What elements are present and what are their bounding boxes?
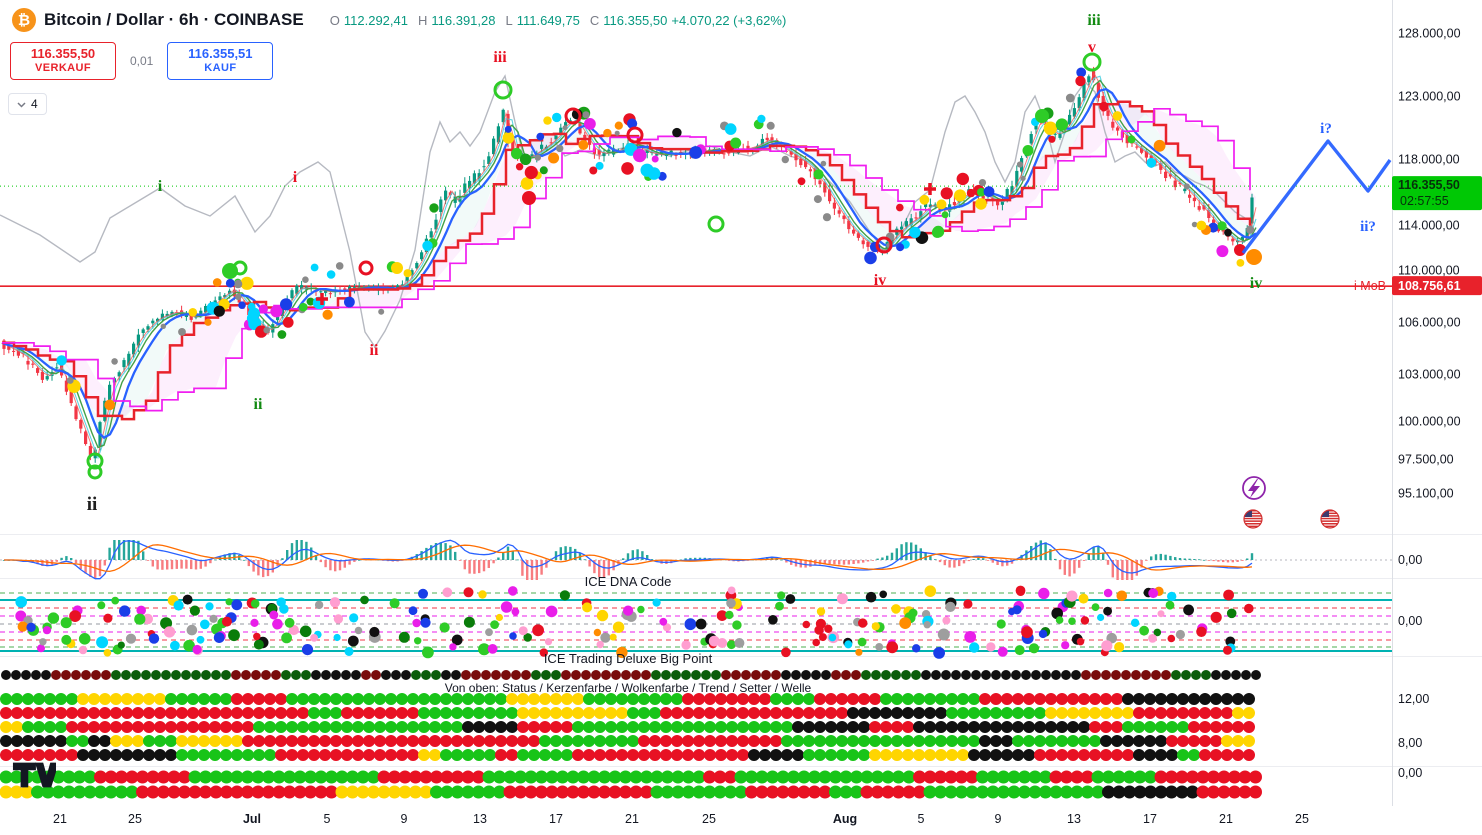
svg-text:i: i	[158, 178, 163, 195]
hidden-indicators-chip[interactable]: 4	[8, 93, 47, 115]
dna-panel	[0, 585, 1392, 659]
buy-button[interactable]: 116.355,51 KAUF	[167, 42, 274, 80]
us-flag-event-icon[interactable]	[1321, 510, 1339, 528]
price-tick-label: 103.000,00	[1398, 368, 1461, 382]
wave-projection-line[interactable]	[1241, 139, 1392, 255]
us-flag-event-icon[interactable]	[1244, 510, 1262, 528]
price-tick-label: 123.000,00	[1398, 90, 1461, 104]
time-axis-label: 21	[625, 812, 639, 826]
trade-buttons: 116.355,50 VERKAUF 0,01 116.355,51 KAUF	[10, 42, 274, 80]
time-axis-label: Aug	[832, 812, 858, 826]
bigpoint-panel-title: ICE Trading Deluxe Big Point	[543, 651, 713, 666]
ohlc-open-value: 112.292,41	[343, 12, 408, 28]
buy-label: KAUF	[204, 62, 237, 75]
svg-text:ii?: ii?	[1360, 219, 1376, 235]
time-axis-label: 25	[1295, 812, 1309, 826]
price-tick-label: 110.000,00	[1398, 264, 1460, 278]
time-axis-label: 9	[400, 812, 408, 826]
time-axis-label: 5	[323, 812, 331, 826]
svg-text:iv: iv	[874, 272, 886, 289]
ohlc-close-value: 116.355,50	[603, 12, 668, 28]
time-axis-label: Jul	[242, 812, 262, 826]
ohlc-high-label: H	[417, 12, 428, 28]
time-axis-label: 13	[473, 812, 487, 826]
svg-text:v: v	[1088, 39, 1096, 56]
sell-price: 116.355,50	[30, 46, 96, 61]
ohlc-change-value: +4.070,22 (+3,62%)	[671, 12, 787, 28]
svg-text:iii: iii	[493, 49, 507, 66]
ohlc-low-label: L	[505, 12, 513, 28]
price-axis[interactable]: 128.000,00 123.000,00 118.000,00 114.000,00…	[1354, 27, 1482, 781]
symbol-header: ₿ Bitcoin / Dollar · 6h · COINBASE O 112.…	[12, 8, 786, 32]
countdown-badge: 02:57:55	[1400, 194, 1449, 208]
price-tick-label: 128.000,00	[1398, 27, 1461, 41]
buy-price: 116.355,51	[188, 46, 253, 61]
time-axis-label: 17	[1143, 812, 1157, 826]
svg-text:0,00: 0,00	[1398, 553, 1422, 567]
bigpoint-panel	[0, 670, 1262, 799]
last-price-badge: 116.355,50	[1398, 178, 1460, 192]
price-tick-label: 114.000,00	[1398, 219, 1460, 233]
ohlc-open-label: O	[329, 12, 340, 28]
svg-text:12,00: 12,00	[1398, 692, 1429, 706]
signal-dots	[56, 67, 1255, 411]
tradingview-logo[interactable]	[12, 760, 59, 795]
svg-text:ii: ii	[87, 494, 98, 515]
indicator-cloud	[2, 89, 1256, 437]
time-axis-label: 25	[128, 812, 142, 826]
time-axis-label: 21	[1219, 812, 1233, 826]
svg-text:iv: iv	[1250, 275, 1262, 292]
ohlc-low-value: 111.649,75	[516, 12, 580, 28]
sell-button[interactable]: 116.355,50 VERKAUF	[10, 42, 116, 80]
time-axis-label: 9	[994, 812, 1002, 826]
time-axis-label: 13	[1067, 812, 1081, 826]
svg-text:8,00: 8,00	[1398, 736, 1422, 750]
svg-text:ii: ii	[254, 396, 263, 413]
ohlc-readout: O 112.292,41 H 116.391,28 L 111.649,75 C 116…	[324, 13, 787, 28]
price-tick-label: 97.500,00	[1398, 453, 1454, 467]
price-tick-label: 106.000,00	[1398, 316, 1461, 330]
chevron-down-icon	[17, 97, 26, 111]
svg-text:0,00: 0,00	[1398, 614, 1422, 628]
svg-text:i?: i?	[1320, 121, 1332, 137]
price-tick-label: 100.000,00	[1398, 415, 1461, 429]
sell-label: VERKAUF	[35, 62, 91, 75]
signal-markers	[86, 52, 1262, 480]
mob-price-badge: 108.756,61	[1398, 279, 1461, 293]
mob-level-label: i MoB	[1354, 279, 1386, 293]
svg-text:iii: iii	[1087, 12, 1101, 29]
svg-text:ii: ii	[370, 342, 379, 359]
time-axis-label: 25	[702, 812, 716, 826]
time-axis-label: 21	[53, 812, 67, 826]
time-axis-label: 5	[917, 812, 925, 826]
svg-text:0,00: 0,00	[1398, 766, 1422, 780]
spread-value: 0,01	[130, 54, 154, 68]
bigpoint-panel-subtitle: Von oben: Status / Kerzenfarbe / Wolkenf…	[444, 681, 812, 695]
ohlc-high-value: 116.391,28	[431, 12, 496, 28]
macd-panel	[0, 539, 1392, 580]
time-axis-label: 17	[549, 812, 563, 826]
gray-indicator-line	[0, 74, 1246, 349]
symbol-title[interactable]: Bitcoin / Dollar · 6h · COINBASE	[44, 10, 304, 29]
bitcoin-icon: ₿	[12, 8, 36, 32]
time-axis[interactable]: 21 25 Jul 5 9 13 17 21 25 Aug 5 9 13 17 21 25	[0, 806, 1482, 835]
hidden-indicators-count: 4	[31, 97, 38, 111]
ohlc-close-label: C	[589, 12, 600, 28]
dna-panel-title: ICE DNA Code	[584, 574, 672, 589]
price-tick-label: 118.000,00	[1398, 153, 1460, 167]
price-tick-label: 95.100,00	[1398, 487, 1454, 501]
svg-text:i: i	[293, 169, 298, 186]
